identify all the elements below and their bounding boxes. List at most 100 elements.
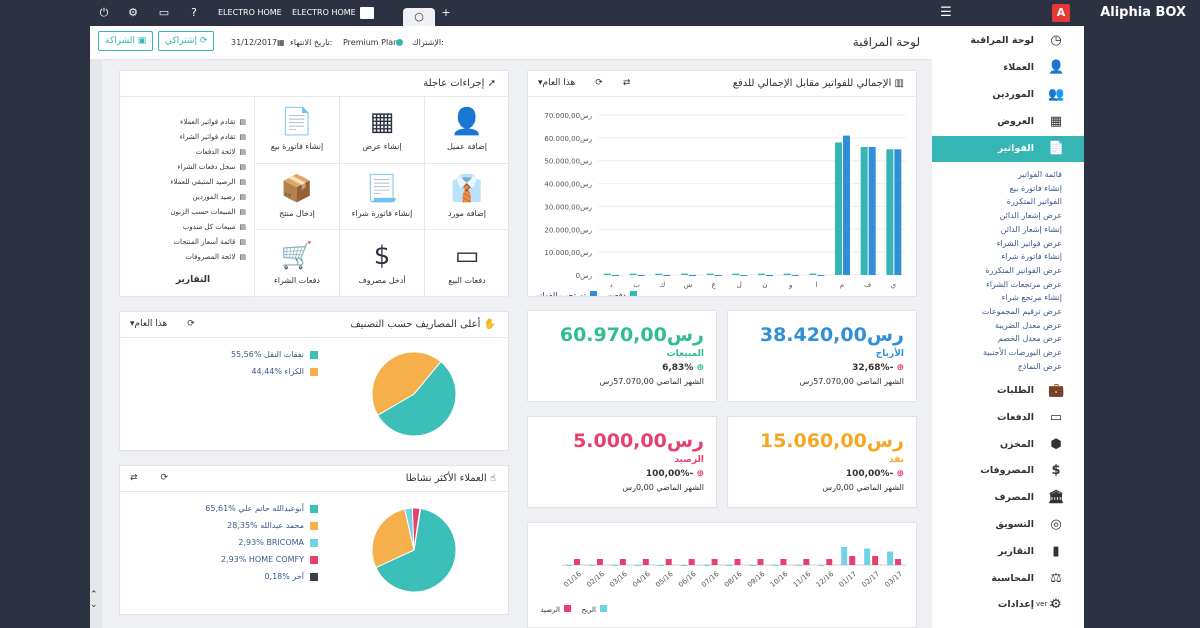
add-supplier-button[interactable]: 👔 إضافة مورد (424, 163, 509, 231)
bar (872, 556, 879, 565)
create-purchase-invoice-button[interactable]: 📃 إنشاء فاتورة شراء (339, 163, 424, 231)
invoice-sublink[interactable]: عرض ترقيم المجموعات (981, 307, 1062, 316)
period-select[interactable]: هذا العام (542, 78, 576, 88)
invoice-sublink[interactable]: عرض النماذج (1017, 361, 1062, 371)
bar (604, 273, 611, 275)
invoice-sublink[interactable]: إنشاء فاتورة بيع (1009, 183, 1062, 193)
refresh-icon[interactable]: ⟳ (187, 319, 195, 329)
stat-value: 38.420,00رس (759, 324, 904, 346)
sidebar-item-inventory[interactable]: المخزن ⬢ (932, 432, 1084, 458)
invoice-sublink[interactable]: عرض معدل الخصم (997, 334, 1062, 344)
sidebar-item-payments[interactable]: الدفعات ▭ (932, 405, 1084, 431)
hamburger-icon[interactable]: ☰ (940, 5, 952, 20)
gear-icon[interactable]: ⚙ (128, 6, 138, 19)
x-tick-label: ا (815, 281, 817, 289)
sidebar-item-bank[interactable]: المصرف 🏛 (932, 485, 1084, 511)
sidebar-item-invoices[interactable]: الفواتير 📄 (932, 136, 1084, 162)
invoice-sublink[interactable]: إنشاء فاتورة شراء (1001, 252, 1062, 262)
tab-active[interactable]: ○ (403, 8, 435, 26)
pie-slice (371, 508, 415, 569)
sidebar-item-settings[interactable]: إعدادات ⚙ (932, 592, 1084, 618)
swap-icon[interactable]: ⇄ (622, 78, 631, 88)
create-quote-button[interactable]: ▦ إنشاء عرض (339, 97, 424, 164)
invoice-sublink[interactable]: قائمة الفواتير (1017, 170, 1062, 179)
purchase-payments-button[interactable]: 🛒 دفعات الشراء (254, 230, 339, 297)
quick-action-label: إضافة مورد (448, 208, 486, 218)
legend-swatch (310, 367, 318, 376)
report-link[interactable]: تقادم فواتير العملاء ▤ (180, 118, 246, 126)
report-link[interactable]: الرصيد المتبقي للعملاء ▤ (170, 178, 246, 186)
sidebar-item-label: العروض (997, 116, 1034, 127)
add-product-button[interactable]: 📦 إدخال منتج (254, 163, 339, 231)
sidebar-item-quotes[interactable]: العروض ▦ (932, 109, 1084, 135)
report-link[interactable]: قائمة أسعار المنتجات ▤ (173, 238, 246, 246)
bar (886, 149, 894, 275)
stat-previous: الشهر الماضي 0,00رس (622, 483, 704, 492)
swap-icon[interactable]: ⇄ (130, 473, 138, 483)
purchase-payments-icon: 🛒 (280, 240, 314, 271)
report-link[interactable]: تقادم فواتير الشراء ▤ (179, 133, 246, 141)
caret-down-icon[interactable]: ▾ (130, 319, 135, 329)
y-tick-label: 0رس (576, 272, 592, 280)
subscriptions-button[interactable]: إشتراكي ⟳ (158, 31, 215, 51)
monitor-icon[interactable]: ▭ (158, 6, 170, 19)
invoice-sublink[interactable]: الفواتير المتكررة (1006, 197, 1062, 207)
stat-label: المبيعات (666, 349, 704, 359)
sales-payments-button[interactable]: ▭ دفعات البيع (424, 230, 509, 297)
sidebar-item-dashboard[interactable]: لوحة المراقبة ◷ (932, 28, 1084, 54)
orders-icon: 💼 (1048, 383, 1065, 398)
invoice-sublink[interactable]: عرض معدل الضريبة (994, 320, 1062, 330)
x-tick-label: م (840, 281, 844, 289)
report-link[interactable]: مبيعات كل مندوب ▤ (182, 223, 246, 231)
refresh-icon[interactable]: ⟳ (595, 78, 603, 88)
legend-swatch (310, 538, 318, 547)
sidebar-item-expenses[interactable]: المصروفات $ (932, 458, 1084, 484)
report-link[interactable]: لائحة الدفعات ▤ (195, 148, 246, 156)
sidebar-item-accounting[interactable]: المحاسبة ⚖ (932, 566, 1084, 592)
expenses-period-select[interactable]: هذا العام (134, 319, 168, 329)
tab-electro-home-1[interactable]: ELECTRO HOME (218, 8, 282, 17)
sidebar-item-label: الفواتير (997, 143, 1034, 154)
stat-previous: الشهر الماضي 57.070,00رس (599, 377, 704, 386)
sidebar-item-customers[interactable]: العملاء 👤 (932, 55, 1084, 81)
tab-electro-home-2[interactable]: ELECTRO HOME (292, 8, 356, 17)
sidebar-item-suppliers[interactable]: الموردين 👥 (932, 82, 1084, 108)
refresh-icon[interactable]: ⟳ (160, 473, 168, 483)
sidebar-item-label: الموردين (992, 89, 1034, 100)
report-link[interactable]: لائحة المصروفات ▤ (185, 253, 246, 261)
add-expense-button[interactable]: $ أدخل مصروف (339, 230, 424, 297)
caret-down-icon[interactable]: ▾ (538, 78, 543, 88)
quick-action-label: إنشاء فاتورة بيع (270, 142, 324, 152)
legend-swatch (310, 572, 318, 581)
sidebar-item-orders[interactable]: الطلبات 💼 (932, 378, 1084, 404)
report-link[interactable]: رصيد الموردين ▤ (192, 193, 246, 201)
invoice-sublink[interactable]: عرض فواتير الشراء (996, 238, 1062, 248)
invoice-sublink[interactable]: عرض الفواتير المتكررة (985, 265, 1062, 275)
plan-status-dot (396, 39, 403, 46)
create-sales-invoice-button[interactable]: 📄 إنشاء فاتورة بيع (254, 97, 339, 164)
sidebar-item-reports[interactable]: التقارير ▮ (932, 539, 1084, 565)
sidebar-item-label: المصروفات (980, 465, 1034, 477)
invoice-sublink[interactable]: إنشاء مرتجع شراء (1001, 293, 1062, 303)
bar (657, 565, 664, 566)
help-icon[interactable]: ? (191, 6, 197, 19)
invoice-sublink[interactable]: عرض مرتجعات الشراء (985, 279, 1062, 289)
invoice-sublink[interactable]: عرض البورصات الأجنبية (982, 348, 1062, 358)
partnership-button[interactable]: الشراكة ▣ (98, 31, 154, 51)
sidebar-item-label: المخزن (999, 438, 1034, 450)
sidebar-item-label: الطلبات (997, 385, 1034, 396)
power-icon[interactable]: ⏻ (99, 6, 109, 19)
sidebar-item-label: المصرف (994, 492, 1035, 504)
scroll-arrows[interactable]: ⌃ ⌄ (90, 590, 98, 610)
sidebar-item-marketing[interactable]: التسويق ◎ (932, 512, 1084, 538)
stat-label: الأرباح (875, 349, 904, 359)
legend-swatch-issued (590, 291, 597, 296)
add-customer-button[interactable]: 👤 إضافة عميل (424, 97, 509, 164)
invoice-sublink[interactable]: عرض إشعار الدائن (999, 211, 1062, 221)
x-tick-label: 04/16 (631, 570, 652, 589)
add-tab-icon[interactable]: + (441, 6, 451, 19)
report-link[interactable]: المبيعات حسب الزبون ▤ (170, 208, 246, 216)
invoice-sublink[interactable]: إنشاء إشعار الدائن (1000, 224, 1062, 234)
report-link[interactable]: سجل دفعات الشراء ▤ (177, 163, 246, 171)
bar (689, 275, 696, 276)
